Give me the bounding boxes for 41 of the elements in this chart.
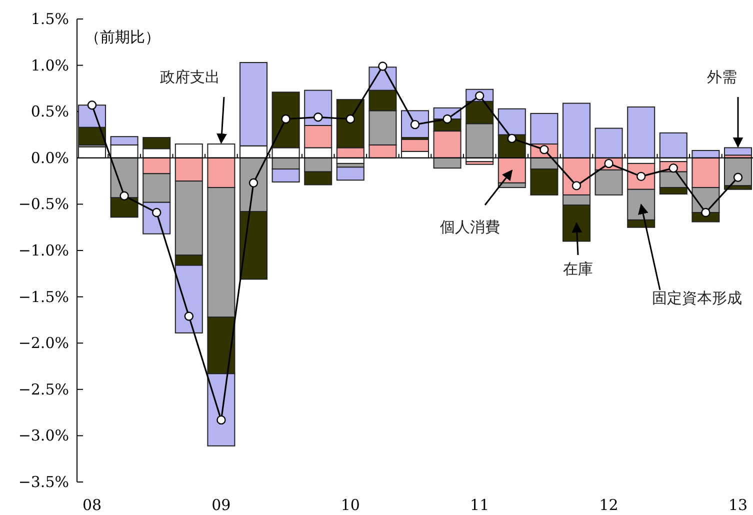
- point: [378, 62, 388, 71]
- y-tick-label: −2.5%: [18, 380, 69, 398]
- x-tick-label: 09: [212, 496, 231, 514]
- y-tick-label: 0.5%: [30, 102, 69, 121]
- point: [314, 112, 323, 122]
- point: [281, 114, 290, 124]
- point: [152, 208, 162, 218]
- point: [216, 415, 226, 425]
- point: [442, 114, 452, 124]
- point: [346, 114, 355, 124]
- bar: [466, 161, 494, 165]
- text: 個人消費: [440, 218, 500, 236]
- point: [248, 178, 258, 188]
- series-label: 在庫: [563, 260, 593, 278]
- bar: [659, 132, 688, 158]
- x-tick-label: 12: [599, 496, 618, 514]
- point: [87, 100, 97, 110]
- x-tick-label: 13: [728, 496, 748, 514]
- x-tick-label: 08: [82, 496, 102, 514]
- y-tick-label: 1.0%: [30, 56, 69, 74]
- y-tick-label: 0.0%: [30, 148, 69, 167]
- point: [572, 181, 582, 190]
- y-tick-label: −3.5%: [18, 473, 69, 491]
- x-tick-label: 10: [340, 496, 360, 514]
- point: [184, 312, 194, 321]
- bar: [336, 166, 364, 181]
- point: [120, 191, 129, 200]
- y-tick-label: 1.5%: [30, 10, 69, 28]
- y-tick-label: −1.5%: [18, 288, 69, 306]
- y-tick-label: −1.0%: [18, 242, 69, 260]
- y-tick-label: −3.0%: [18, 426, 69, 445]
- text: 政府支出: [160, 68, 220, 86]
- point: [733, 172, 743, 182]
- y-tick-label: −2.0%: [18, 334, 69, 352]
- x-tick-label: 11: [470, 496, 490, 514]
- annotation: （前期比）: [85, 28, 160, 46]
- bar: [724, 147, 752, 156]
- point: [507, 134, 516, 144]
- y-tick-label: −0.5%: [18, 195, 69, 214]
- text: 外需: [707, 68, 737, 86]
- text: 固定資本形成: [652, 289, 742, 307]
